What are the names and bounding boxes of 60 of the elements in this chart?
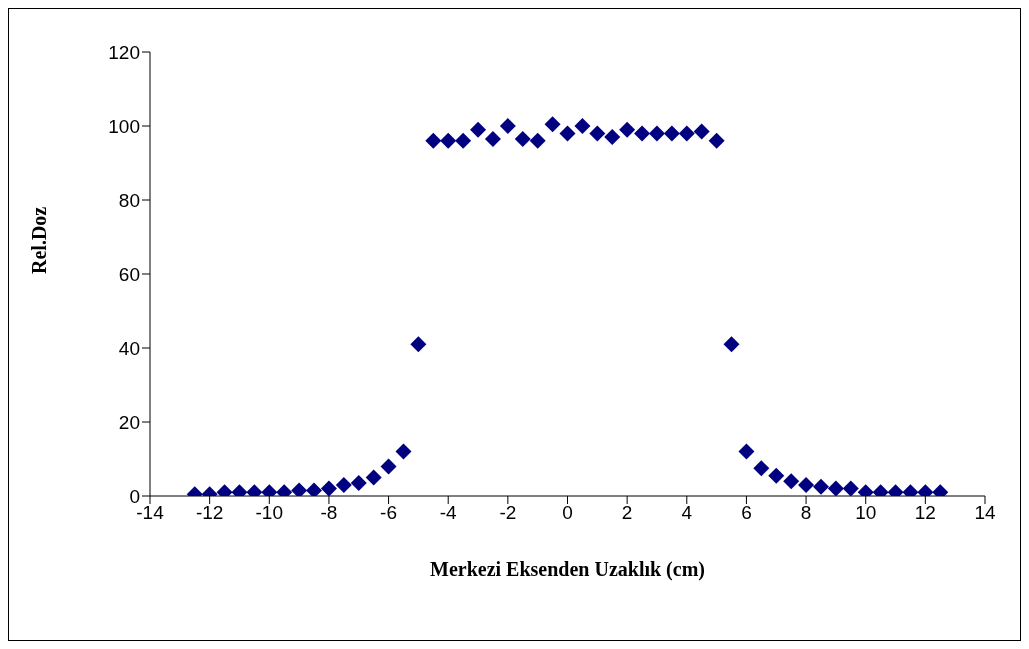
- point: [693, 123, 710, 140]
- point: [350, 475, 367, 492]
- point: [708, 132, 725, 149]
- point: [812, 478, 829, 495]
- point: [484, 130, 501, 147]
- y-tick-label: 40: [118, 337, 140, 359]
- x-axis-title: Merkezi Eksenden Uzaklık (cm): [430, 558, 705, 581]
- point: [291, 482, 308, 496]
- x-tick-label: 8: [800, 502, 812, 524]
- point: [306, 482, 323, 496]
- point: [514, 130, 531, 147]
- point: [723, 336, 740, 353]
- point: [663, 125, 680, 142]
- y-tick-label: 120: [108, 41, 140, 63]
- point: [604, 129, 621, 146]
- point: [678, 125, 695, 142]
- point: [470, 121, 487, 138]
- y-tick-label: 20: [118, 411, 140, 433]
- point: [574, 118, 591, 134]
- point: [648, 125, 665, 142]
- x-tick-label: 14: [974, 502, 996, 524]
- point: [738, 443, 755, 460]
- point: [768, 467, 785, 484]
- x-tick-label: 12: [914, 502, 936, 524]
- y-tick-label: 80: [118, 189, 140, 211]
- point: [425, 132, 442, 149]
- point: [827, 480, 844, 496]
- point: [529, 132, 546, 149]
- x-tick-label: -12: [195, 502, 224, 524]
- point: [380, 458, 397, 475]
- x-tick-label: -4: [439, 502, 458, 524]
- point: [634, 125, 651, 142]
- point: [842, 480, 859, 496]
- x-tick-label: 10: [855, 502, 877, 524]
- point: [395, 443, 412, 460]
- x-tick-label: -8: [320, 502, 338, 524]
- x-tick-label: -6: [380, 502, 398, 524]
- x-tick-label: -10: [255, 502, 284, 524]
- point: [783, 473, 800, 490]
- y-axis-title: Rel.Doz: [28, 206, 51, 274]
- point: [455, 132, 472, 149]
- point: [589, 125, 606, 142]
- x-tick-label: 2: [621, 502, 633, 524]
- point: [753, 460, 770, 477]
- point: [440, 132, 457, 149]
- x-tick-label: 4: [681, 502, 693, 524]
- point: [559, 125, 576, 142]
- point: [365, 469, 382, 486]
- point: [335, 476, 352, 493]
- x-tick-label: 6: [741, 502, 752, 524]
- point: [320, 480, 337, 496]
- y-tick-label: 60: [118, 263, 140, 285]
- x-tick-label: 0: [562, 502, 573, 524]
- point: [798, 476, 815, 493]
- point: [544, 116, 561, 133]
- x-tick-label: -2: [499, 502, 517, 524]
- point: [499, 118, 516, 134]
- point: [619, 121, 636, 138]
- point: [410, 336, 427, 353]
- y-tick-label: 100: [108, 115, 140, 137]
